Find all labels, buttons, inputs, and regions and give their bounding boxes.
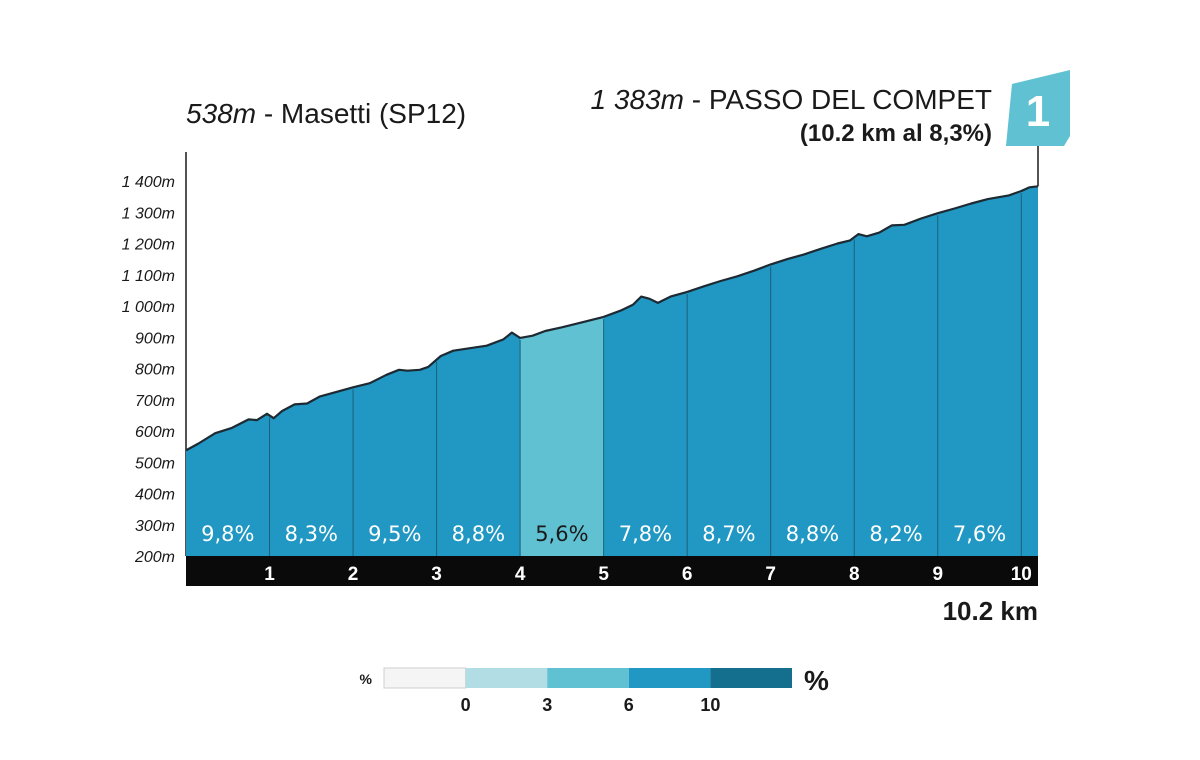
summit-name: - PASSO DEL COMPET [691,84,992,115]
profile-line-group [185,185,1039,452]
grade-label: 9,8% [201,522,254,546]
grade-label: 8,8% [786,522,839,546]
y-tick-label: 1 300m [122,205,175,222]
grade-labels: 9,8% 8,3% 9,5% 8,8% 5,6% 7,8% 8,7% 8,8% 8,2% 7,6% [201,522,1006,546]
grade-segment [603,291,688,556]
legend-tick-label: 3 [542,695,552,715]
y-tick-label: 800m [135,362,175,379]
legend-unit-small: % [360,671,373,687]
grade-segment [186,413,270,556]
y-tick-label: 900m [135,330,175,347]
grade-segment [1021,186,1038,556]
y-tick-label: 400m [135,487,175,504]
climb-summary: (10.2 km al 8,3%) [799,120,992,147]
grade-segments [186,186,1038,556]
km-tick-label: 6 [682,564,693,585]
grade-segment [269,387,354,556]
grade-segment [436,332,521,556]
legend-swatch [547,668,629,688]
km-tick-label: 3 [431,564,442,585]
summit-elevation: 1 383m [590,84,684,115]
y-tick-label: 600m [135,424,175,441]
km-tick-label: 2 [348,564,359,585]
km-tick-label: 1 [264,564,275,585]
start-point-label: 538m - Masetti (SP12) [186,98,466,130]
climb-badge: 1 [1006,70,1070,146]
start-name: - Masetti (SP12) [263,98,467,129]
grade-label: 8,2% [869,522,922,546]
grade-segment [937,191,1022,556]
grade-segment [353,359,437,556]
legend-tick-label: 6 [624,695,634,715]
y-tick-label: 200m [134,549,175,566]
total-distance: 10.2 km [942,596,1038,626]
km-tick-label: 9 [932,564,943,585]
y-tick-label: 1 100m [122,268,175,285]
y-tick-label: 500m [135,455,175,472]
grade-segment [520,316,604,556]
profile-line [185,185,1039,452]
km-bar-background [186,556,1038,586]
km-tick-label: 8 [849,564,860,585]
grade-label: 8,3% [285,522,338,546]
legend-swatch [383,667,467,689]
legend-swatch [628,668,711,688]
legend-swatch [710,668,792,688]
start-elevation: 538m [186,98,257,129]
grade-label: 7,8% [619,522,672,546]
y-tick-label: 1 000m [122,299,175,316]
km-axis-bar: 1 2 3 4 5 6 7 8 9 10 [186,556,1038,586]
grade-segment [687,264,771,556]
grade-label: 8,7% [702,522,755,546]
legend-tick-label: 0 [461,695,471,715]
y-tick-label: 700m [135,393,175,410]
climb-badge-flag [1006,70,1070,146]
grade-label: 8,8% [452,522,505,546]
grade-label: 7,6% [953,522,1006,546]
km-tick-label: 7 [765,564,776,585]
grade-label: 9,5% [368,522,421,546]
grade-segment [854,213,938,556]
climb-badge-number: 1 [1026,87,1050,136]
grade-legend: % % 0 3 6 10 [360,665,829,715]
km-tick-label: 10 [1011,564,1032,585]
summit-label: 1 383m - PASSO DEL COMPET [591,84,992,116]
km-dividers [269,193,1022,556]
grade-segment [770,237,855,556]
legend-swatch [465,668,548,688]
y-tick-label: 1 400m [122,174,175,191]
legend-unit-large: % [804,665,829,696]
y-tick-label: 300m [135,518,175,535]
legend-tick-label: 10 [700,695,720,715]
grade-label: 5,6% [535,522,588,546]
y-tick-label: 1 200m [122,237,175,254]
km-tick-label: 5 [598,564,609,585]
km-tick-label: 4 [515,564,526,585]
